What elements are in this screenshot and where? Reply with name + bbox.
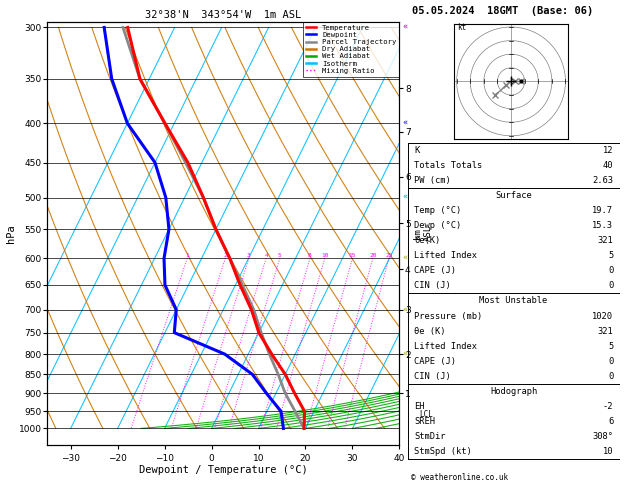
Text: «: « xyxy=(403,254,408,263)
Text: 308°: 308° xyxy=(593,432,613,441)
Text: 19.7: 19.7 xyxy=(593,207,613,215)
Text: 25: 25 xyxy=(385,253,392,259)
Text: 5: 5 xyxy=(278,253,282,259)
Text: Lifted Index: Lifted Index xyxy=(414,251,477,260)
Text: 8: 8 xyxy=(308,253,312,259)
Text: 321: 321 xyxy=(598,327,613,335)
Text: 1: 1 xyxy=(186,253,189,259)
Text: EH: EH xyxy=(414,401,425,411)
Text: © weatheronline.co.uk: © weatheronline.co.uk xyxy=(411,473,508,482)
X-axis label: Dewpoint / Temperature (°C): Dewpoint / Temperature (°C) xyxy=(139,466,308,475)
Text: θe (K): θe (K) xyxy=(414,327,445,335)
Text: 1020: 1020 xyxy=(593,312,613,320)
Text: Surface: Surface xyxy=(495,191,532,200)
Text: Temp (°C): Temp (°C) xyxy=(414,207,461,215)
Text: 3: 3 xyxy=(247,253,251,259)
Text: CIN (J): CIN (J) xyxy=(414,372,451,381)
Text: StmSpd (kt): StmSpd (kt) xyxy=(414,447,472,455)
Y-axis label: km
ASL: km ASL xyxy=(413,225,433,242)
Text: 2: 2 xyxy=(223,253,227,259)
Text: 10: 10 xyxy=(603,447,613,455)
Text: K: K xyxy=(414,146,419,156)
Text: «: « xyxy=(403,349,408,359)
Text: 0: 0 xyxy=(608,357,613,365)
Text: 2.63: 2.63 xyxy=(593,176,613,185)
Text: Totals Totals: Totals Totals xyxy=(414,161,482,171)
Text: CIN (J): CIN (J) xyxy=(414,281,451,291)
Text: «: « xyxy=(403,119,408,128)
Text: 0: 0 xyxy=(608,372,613,381)
Text: 6: 6 xyxy=(608,417,613,426)
Text: Dewp (°C): Dewp (°C) xyxy=(414,222,461,230)
Text: Lifted Index: Lifted Index xyxy=(414,342,477,350)
Text: -2: -2 xyxy=(603,401,613,411)
Text: Most Unstable: Most Unstable xyxy=(479,296,548,306)
Text: «: « xyxy=(403,193,408,202)
Text: Hodograph: Hodograph xyxy=(490,386,537,396)
Text: PW (cm): PW (cm) xyxy=(414,176,451,185)
Text: 0: 0 xyxy=(608,281,613,291)
Text: Pressure (mb): Pressure (mb) xyxy=(414,312,482,320)
Text: 0: 0 xyxy=(608,266,613,276)
Legend: Temperature, Dewpoint, Parcel Trajectory, Dry Adiabat, Wet Adiabat, Isotherm, Mi: Temperature, Dewpoint, Parcel Trajectory… xyxy=(303,22,399,76)
Text: SREH: SREH xyxy=(414,417,435,426)
Text: 321: 321 xyxy=(598,237,613,245)
Text: 5: 5 xyxy=(608,342,613,350)
Y-axis label: hPa: hPa xyxy=(6,224,16,243)
Title: 32°38'N  343°54'W  1m ASL: 32°38'N 343°54'W 1m ASL xyxy=(145,10,301,20)
Text: kt: kt xyxy=(457,23,466,32)
Text: CAPE (J): CAPE (J) xyxy=(414,357,456,365)
Text: θe(K): θe(K) xyxy=(414,237,440,245)
Text: 15.3: 15.3 xyxy=(593,222,613,230)
Text: «: « xyxy=(403,305,408,314)
Text: 4: 4 xyxy=(264,253,268,259)
Text: «: « xyxy=(403,23,408,32)
Text: 15: 15 xyxy=(348,253,356,259)
Text: 10: 10 xyxy=(321,253,328,259)
Text: LCL: LCL xyxy=(419,410,433,419)
Text: 05.05.2024  18GMT  (Base: 06): 05.05.2024 18GMT (Base: 06) xyxy=(412,6,593,16)
Text: 5: 5 xyxy=(608,251,613,260)
Text: 20: 20 xyxy=(369,253,377,259)
Text: StmDir: StmDir xyxy=(414,432,445,441)
Text: CAPE (J): CAPE (J) xyxy=(414,266,456,276)
Text: 12: 12 xyxy=(603,146,613,156)
Text: 40: 40 xyxy=(603,161,613,171)
